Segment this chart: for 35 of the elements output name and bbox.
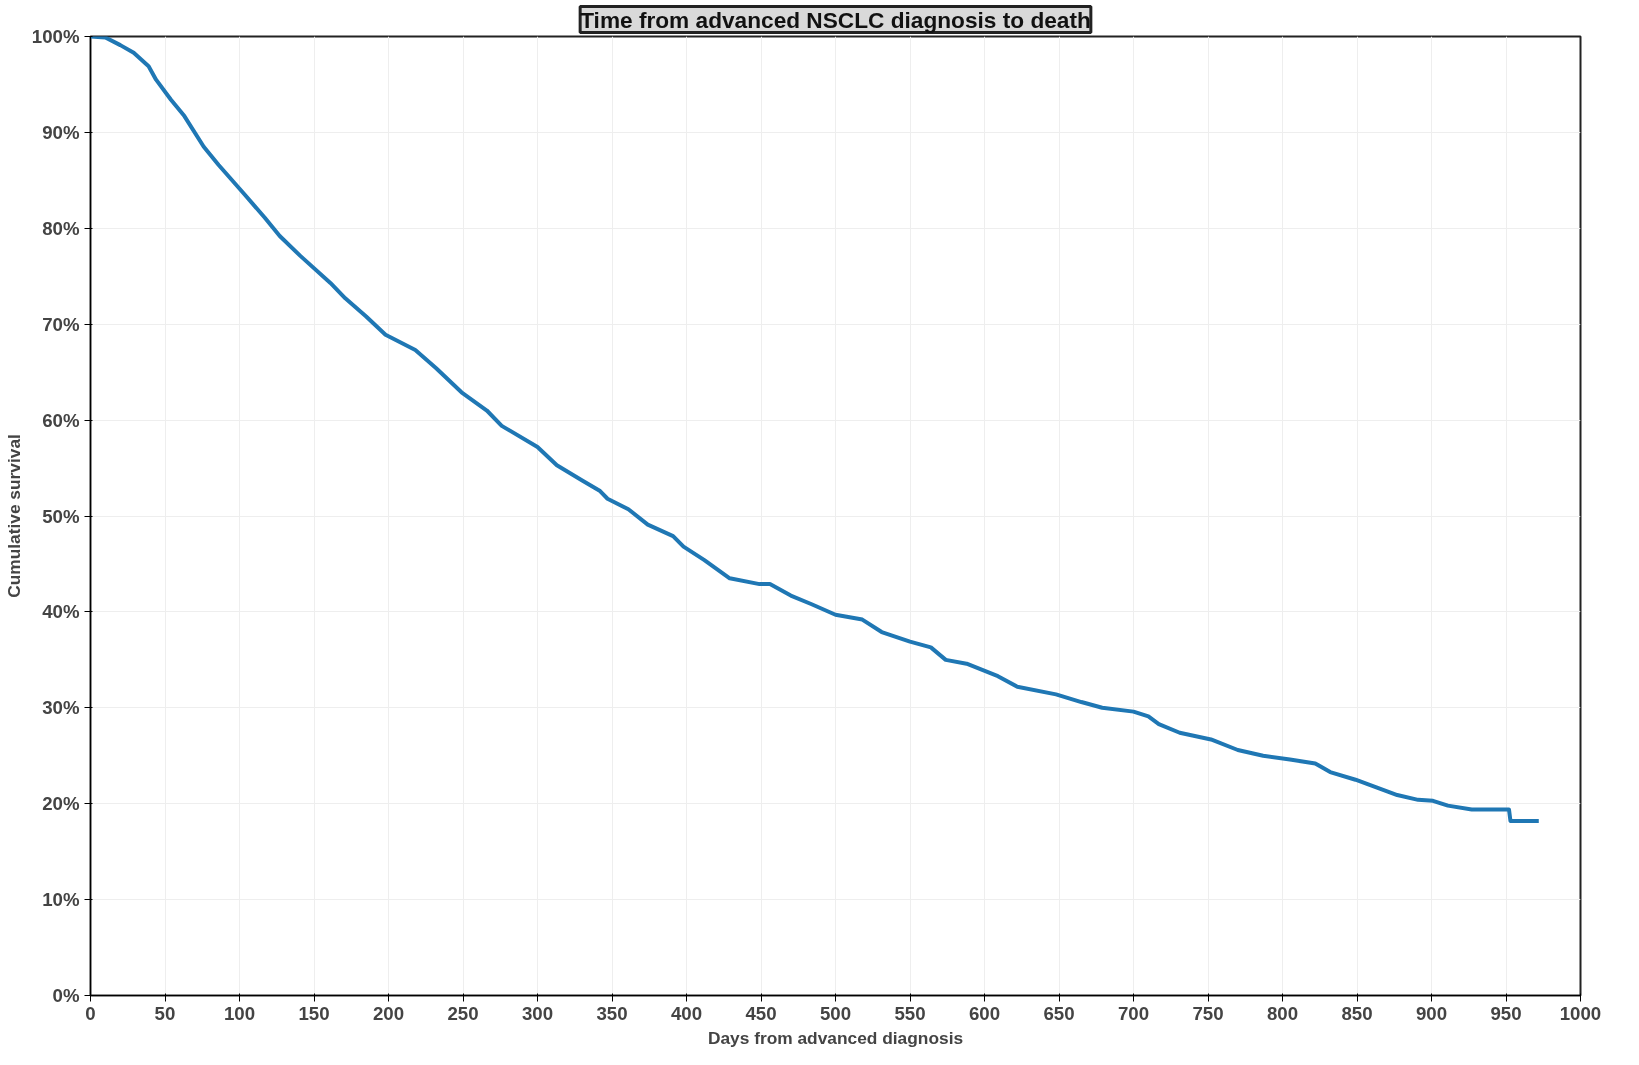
line-series: [90, 36, 1541, 823]
y-tick-label: 100%: [31, 26, 80, 47]
x-tick-label: 650: [1043, 1002, 1075, 1024]
y-tick-label: 0%: [52, 985, 80, 1006]
x-tick-label: 850: [1341, 1002, 1373, 1024]
x-tick-label: 600: [968, 1002, 1001, 1024]
x-tick-label: 750: [1192, 1002, 1224, 1024]
y-tick-label: 80%: [42, 217, 80, 239]
x-tick-label: 1000: [1559, 1002, 1602, 1024]
x-tick-label: 700: [1117, 1002, 1150, 1024]
x-tick-label: 150: [298, 1002, 330, 1024]
x-tick-label: 450: [745, 1002, 777, 1024]
x-axis-title: Days from advanced diagnosis: [707, 1027, 964, 1048]
y-tick-label: 30%: [42, 697, 80, 719]
x-tick-label: 50: [154, 1002, 176, 1024]
y-tick-label: 90%: [42, 121, 80, 143]
y-tick-label: 40%: [42, 601, 80, 623]
y-tick-label: 50%: [42, 505, 80, 527]
x-tick-label: 0: [85, 1002, 96, 1024]
x-tick-label: 200: [372, 1002, 405, 1024]
x-tick-label: 550: [894, 1002, 926, 1024]
y-axis-title: Cumulative survival: [3, 434, 24, 598]
x-tick-label: 950: [1490, 1002, 1522, 1024]
y-tick-label: 70%: [42, 313, 80, 335]
x-tick-label: 800: [1266, 1002, 1299, 1024]
y-tick-label: 60%: [42, 409, 80, 431]
x-tick-label: 350: [596, 1002, 628, 1024]
x-tick-label: 400: [670, 1002, 703, 1024]
x-tick-label: 300: [521, 1002, 554, 1024]
x-tick-label: 500: [819, 1002, 852, 1024]
x-tick-label: 100: [223, 1002, 256, 1024]
x-tick-label: 900: [1415, 1002, 1448, 1024]
y-tick-label: 20%: [42, 793, 80, 815]
y-tick-label: 10%: [42, 889, 80, 911]
x-tick-label: 250: [447, 1002, 479, 1024]
